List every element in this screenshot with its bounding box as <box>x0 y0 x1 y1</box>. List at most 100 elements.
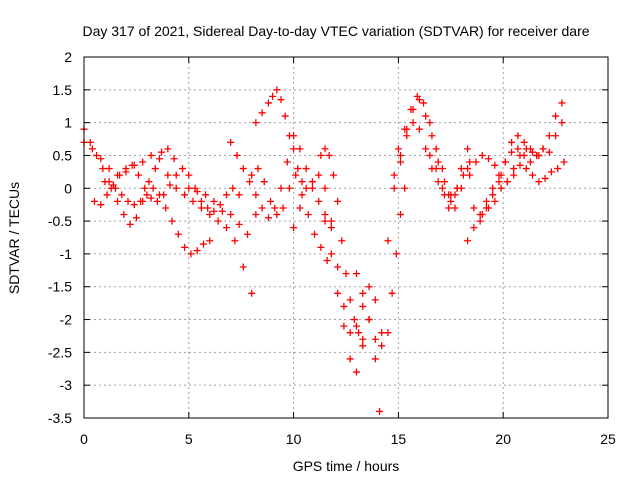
data-point <box>495 178 503 186</box>
data-point <box>317 243 325 251</box>
x-tick-label: 25 <box>600 431 616 447</box>
data-point <box>491 197 499 205</box>
data-point <box>401 184 409 192</box>
data-point <box>107 184 115 192</box>
data-point <box>139 158 147 166</box>
data-point <box>260 178 268 186</box>
data-point <box>116 171 124 179</box>
data-point <box>254 165 262 173</box>
data-point <box>285 184 293 192</box>
x-axis-title: GPS time / hours <box>293 458 400 474</box>
sat-track-7 <box>252 86 306 186</box>
data-point <box>105 165 113 173</box>
data-point <box>359 302 367 310</box>
x-tick-label: 10 <box>286 431 302 447</box>
y-tick-label: 0 <box>64 180 72 196</box>
data-point <box>189 197 197 205</box>
data-point <box>522 145 530 153</box>
y-tick-label: -3.5 <box>48 410 72 426</box>
data-point <box>470 204 478 212</box>
data-point <box>304 211 312 219</box>
data-point <box>390 184 398 192</box>
data-point <box>311 230 319 238</box>
data-point <box>516 161 524 169</box>
data-point <box>145 178 153 186</box>
data-point <box>478 151 486 159</box>
x-tick-label: 15 <box>391 431 407 447</box>
data-point <box>441 191 449 199</box>
data-point <box>321 217 329 225</box>
data-point <box>124 197 132 205</box>
data-point <box>214 217 222 225</box>
data-point <box>181 191 189 199</box>
data-point <box>170 155 178 163</box>
data-point <box>529 171 537 179</box>
data-point <box>352 322 360 330</box>
data-point <box>204 204 212 212</box>
sat-track-17 <box>464 119 566 245</box>
x-tick-labels: 0 5 10 15 20 25 <box>80 431 616 447</box>
data-point <box>181 243 189 251</box>
data-point <box>325 151 333 159</box>
sat-track-5 <box>185 184 260 238</box>
data-point <box>378 342 386 350</box>
data-point <box>302 184 310 192</box>
data-point <box>279 204 287 212</box>
data-point <box>321 145 329 153</box>
data-point <box>371 355 379 363</box>
data-point <box>315 197 323 205</box>
data-point <box>457 165 465 173</box>
data-point <box>277 96 285 104</box>
data-point <box>510 165 518 173</box>
data-point <box>296 204 304 212</box>
data-point <box>218 207 226 215</box>
sat-track-18 <box>466 151 568 186</box>
data-point <box>160 191 168 199</box>
data-point <box>438 184 446 192</box>
data-point <box>168 217 176 225</box>
data-point <box>539 145 547 153</box>
data-point <box>451 204 459 212</box>
data-point <box>464 237 472 245</box>
data-point <box>355 329 363 337</box>
data-point <box>422 145 430 153</box>
data-point <box>139 197 147 205</box>
data-point <box>432 145 440 153</box>
data-point <box>118 191 126 199</box>
data-point <box>114 197 122 205</box>
data-point <box>378 329 386 337</box>
data-point <box>185 184 193 192</box>
data-point <box>350 316 358 324</box>
data-point <box>273 211 281 219</box>
data-point <box>415 125 423 133</box>
data-point <box>264 99 272 107</box>
data-point <box>199 240 207 248</box>
y-tick-labels: 2 1.5 1 0.5 0 -0.5 -1 -1.5 -2 -2.5 -3 -3.5 <box>48 49 72 426</box>
data-point <box>134 171 142 179</box>
data-point <box>223 224 231 232</box>
y-tick-label: -3 <box>60 377 73 393</box>
data-point <box>174 230 182 238</box>
y-tick-label: -1.5 <box>48 279 72 295</box>
data-point <box>206 211 214 219</box>
data-point <box>327 224 335 232</box>
data-point <box>158 148 166 156</box>
data-point <box>317 151 325 159</box>
data-point <box>197 197 205 205</box>
data-point <box>281 112 289 120</box>
data-point <box>86 138 94 146</box>
data-point <box>428 132 436 140</box>
data-point <box>223 191 231 199</box>
sat-track-11 <box>317 145 367 343</box>
y-tick-label: -2.5 <box>48 344 72 360</box>
data-point <box>231 237 239 245</box>
data-point <box>432 165 440 173</box>
data-point <box>554 165 562 173</box>
data-point <box>478 211 486 219</box>
data-point <box>132 214 140 222</box>
data-point <box>197 204 205 212</box>
data-point <box>164 171 172 179</box>
data-point <box>283 158 291 166</box>
